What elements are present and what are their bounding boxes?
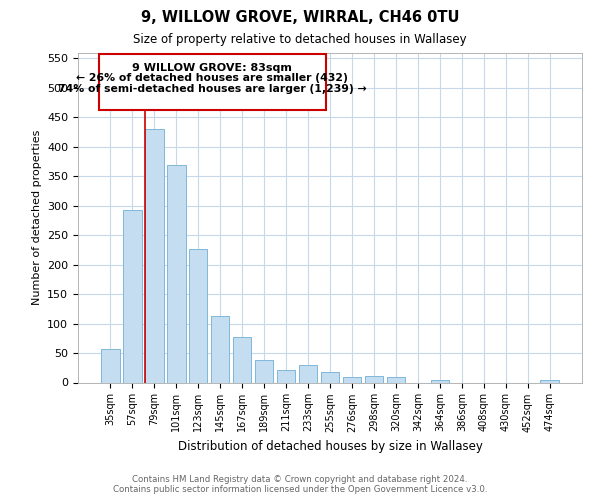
Bar <box>145 129 164 382</box>
Bar <box>299 366 317 382</box>
X-axis label: Distribution of detached houses by size in Wallasey: Distribution of detached houses by size … <box>178 440 482 453</box>
Bar <box>211 316 229 382</box>
Text: 9, WILLOW GROVE, WIRRAL, CH46 0TU: 9, WILLOW GROVE, WIRRAL, CH46 0TU <box>141 10 459 25</box>
Text: Size of property relative to detached houses in Wallasey: Size of property relative to detached ho… <box>133 32 467 46</box>
Bar <box>167 165 185 382</box>
Bar <box>101 349 119 382</box>
Bar <box>255 360 274 382</box>
Bar <box>189 250 208 382</box>
Text: 9 WILLOW GROVE: 83sqm: 9 WILLOW GROVE: 83sqm <box>133 62 292 72</box>
Text: 74% of semi-detached houses are larger (1,239) →: 74% of semi-detached houses are larger (… <box>58 84 367 94</box>
Y-axis label: Number of detached properties: Number of detached properties <box>32 130 41 305</box>
Bar <box>365 376 383 382</box>
Bar <box>431 380 449 382</box>
Bar <box>277 370 295 382</box>
Bar <box>99 54 326 110</box>
Bar <box>123 210 142 382</box>
Bar <box>343 377 361 382</box>
Bar <box>541 380 559 382</box>
Bar <box>320 372 340 382</box>
Bar <box>233 337 251 382</box>
Text: Contains HM Land Registry data © Crown copyright and database right 2024.
Contai: Contains HM Land Registry data © Crown c… <box>113 474 487 494</box>
Text: ← 26% of detached houses are smaller (432): ← 26% of detached houses are smaller (43… <box>76 73 349 83</box>
Bar <box>386 377 405 382</box>
